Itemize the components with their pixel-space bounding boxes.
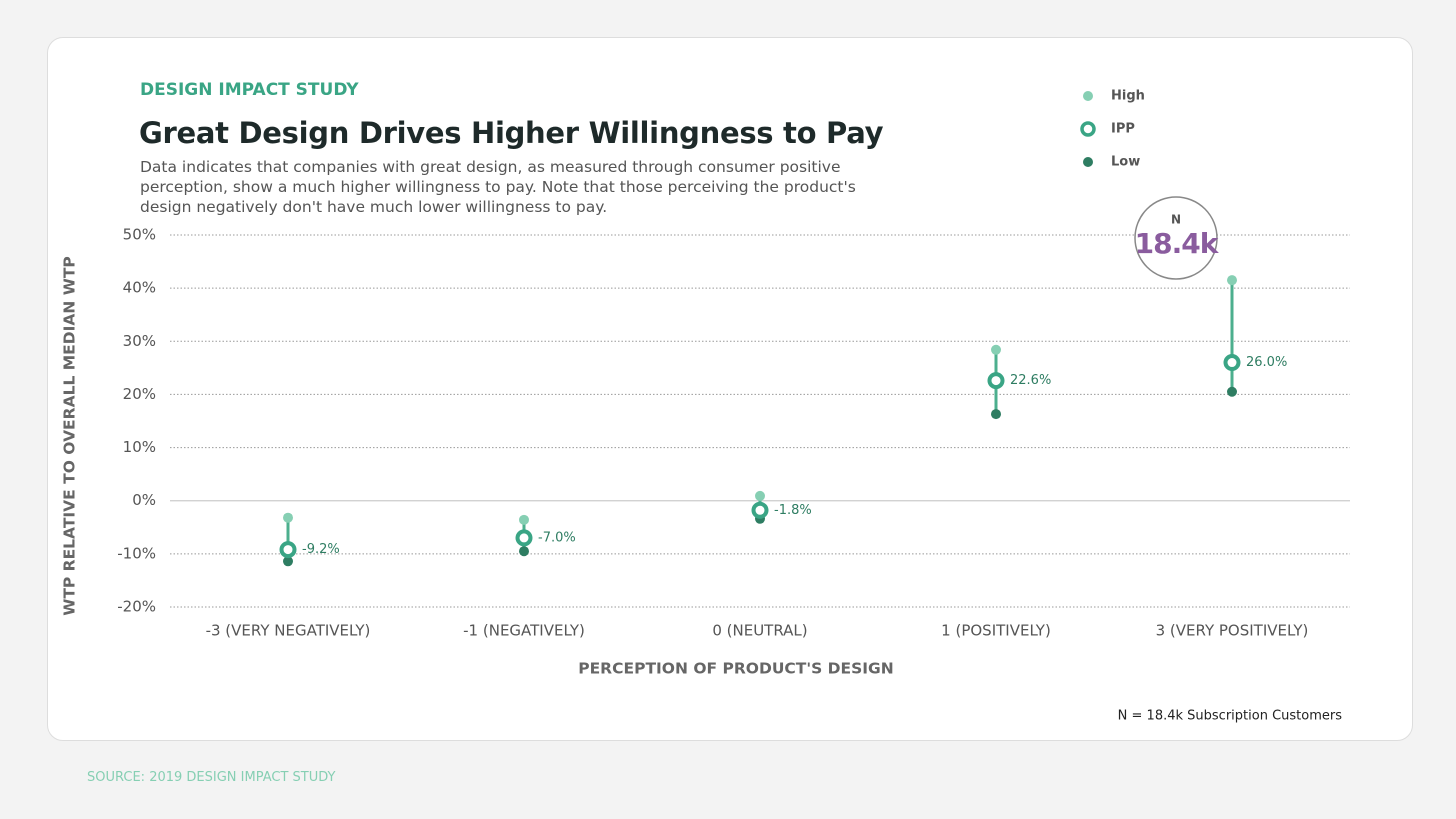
value-label: -1.8% — [774, 503, 812, 518]
x-tick-label: -3 (VERY NEGATIVELY) — [206, 622, 371, 640]
badge-circle — [1134, 196, 1218, 280]
y-tick-label: 50% — [123, 226, 156, 244]
high-dot — [991, 344, 1001, 355]
badge-label: N — [1171, 213, 1181, 227]
y-tick-label: -10% — [117, 544, 156, 562]
x-tick-label: 1 (POSITIVELY) — [941, 622, 1051, 640]
legend-marker — [1080, 121, 1096, 137]
subtitle: Data indicates that companies with great… — [140, 158, 856, 216]
x-tick-label: 3 (VERY POSITIVELY) — [1156, 622, 1309, 640]
ipp-dot — [515, 529, 533, 547]
low-dot — [991, 409, 1001, 420]
low-dot — [283, 556, 293, 567]
high-dot — [519, 514, 529, 525]
badge-value: 18.4k — [1135, 227, 1220, 260]
low-dot — [1227, 386, 1237, 397]
high-dot — [755, 490, 765, 501]
value-label: 26.0% — [1246, 355, 1287, 370]
legend-label: IPP — [1111, 122, 1135, 137]
x-axis-title: PERCEPTION OF PRODUCT'S DESIGN — [578, 660, 894, 678]
legend-label: High — [1111, 89, 1145, 104]
ipp-dot — [1223, 354, 1241, 372]
low-dot — [519, 546, 529, 557]
y-tick-label: 10% — [123, 438, 156, 456]
y-tick-label: 0% — [132, 491, 156, 509]
card — [47, 37, 1413, 741]
x-tick-label: -1 (NEGATIVELY) — [463, 622, 585, 640]
high-dot — [283, 512, 293, 523]
y-tick-label: 20% — [123, 385, 156, 403]
ipp-dot — [751, 501, 769, 519]
y-tick-label: 30% — [123, 332, 156, 350]
source: SOURCE: 2019 DESIGN IMPACT STUDY — [87, 770, 336, 785]
footnote: N = 18.4k Subscription Customers — [1118, 709, 1343, 724]
eyebrow: DESIGN IMPACT STUDY — [140, 80, 359, 100]
ipp-dot — [987, 372, 1005, 390]
y-tick-label: 40% — [123, 279, 156, 297]
legend-label: Low — [1111, 155, 1140, 170]
legend-marker — [1083, 91, 1093, 101]
x-tick-label: 0 (NEUTRAL) — [712, 622, 807, 640]
high-dot — [1227, 275, 1237, 286]
ipp-dot — [279, 541, 297, 559]
value-label: -7.0% — [538, 530, 576, 545]
y-axis-title: WTP RELATIVE TO OVERALL MEDIAN WTP — [61, 256, 79, 616]
chart-title: Great Design Drives Higher Willingness t… — [139, 116, 884, 150]
legend-marker — [1083, 157, 1093, 167]
y-tick-label: -20% — [117, 598, 156, 616]
value-label: 22.6% — [1010, 373, 1051, 388]
value-label: -9.2% — [302, 542, 340, 557]
